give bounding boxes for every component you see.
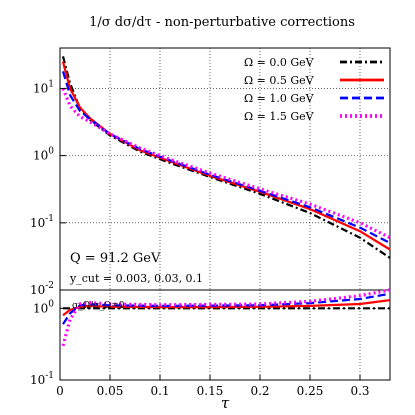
- x-tick-label: 0.15: [197, 384, 224, 398]
- ratio-label: σ_Ω/σ_Ω=0: [72, 301, 125, 311]
- legend-label-0: Ω = 0.0 GeV: [244, 56, 315, 69]
- legend-label-1: Ω = 0.5 GeV: [244, 74, 315, 87]
- annotation-ycut: y_cut = 0.003, 0.03, 0.1: [69, 272, 203, 285]
- x-axis-label: τ: [221, 394, 230, 412]
- bottom-series-group: [61, 288, 391, 347]
- x-ticks: 0 0.05 0.1 0.15 0.2 0.25 0.3: [56, 375, 370, 398]
- chart-title: 1/σ dσ/dτ - non-perturbative corrections: [89, 15, 355, 30]
- top-series-line-2: [61, 70, 391, 244]
- legend: Ω = 0.0 GeV Ω = 0.5 GeV Ω = 1.0 GeV Ω = 1.5…: [244, 56, 384, 123]
- x-tick-label: 0.1: [150, 384, 169, 398]
- top-series-line-3: [61, 87, 391, 240]
- annotation-q: Q = 91.2 GeV: [70, 251, 161, 266]
- top-series-line-1: [61, 61, 391, 251]
- x-tick-label: 0.3: [350, 384, 369, 398]
- x-tick-label: 0: [56, 384, 64, 398]
- x-tick-label: 0.2: [250, 384, 269, 398]
- legend-label-2: Ω = 1.0 GeV: [244, 92, 315, 105]
- legend-label-3: Ω = 1.5 GeV: [244, 110, 315, 123]
- top-grid: [60, 48, 390, 290]
- top-series-group: [61, 56, 391, 259]
- bottom-series-line-3: [61, 288, 391, 347]
- x-tick-label: 0.05: [97, 384, 124, 398]
- x-tick-label: 0.25: [297, 384, 324, 398]
